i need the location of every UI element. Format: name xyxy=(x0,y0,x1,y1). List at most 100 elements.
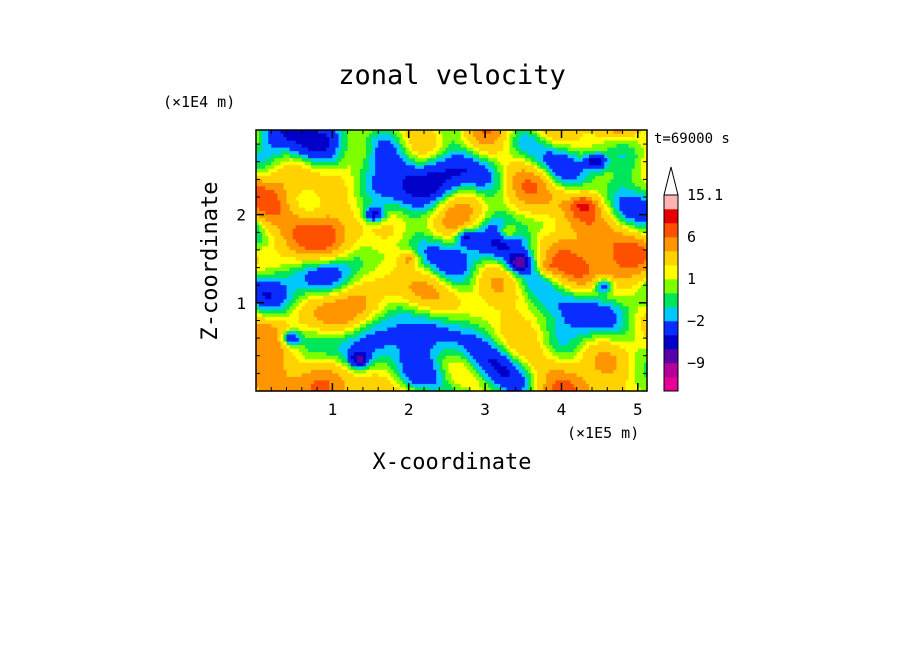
field-cell xyxy=(402,242,407,247)
field-cell xyxy=(292,246,297,251)
field-cell xyxy=(579,197,584,202)
field-cell xyxy=(494,218,498,223)
field-cell xyxy=(384,179,388,184)
field-cell xyxy=(546,175,550,180)
field-cell xyxy=(475,147,480,152)
field-cell xyxy=(350,264,355,269)
field-cell xyxy=(381,186,385,191)
field-cell xyxy=(482,228,486,233)
field-cell xyxy=(607,207,611,212)
field-cell xyxy=(353,189,358,195)
field-cell xyxy=(488,228,492,233)
field-cell xyxy=(259,193,263,198)
field-cell xyxy=(405,158,410,163)
field-cell xyxy=(613,133,618,138)
field-cell xyxy=(451,168,456,173)
field-cell xyxy=(344,207,349,212)
field-cell xyxy=(546,161,550,166)
field-cell xyxy=(540,189,544,195)
field-cell xyxy=(546,204,550,209)
field-cell xyxy=(576,239,581,244)
field-cell xyxy=(494,253,498,258)
field-cell xyxy=(414,193,419,198)
field-cell xyxy=(320,179,324,184)
field-cell xyxy=(518,264,523,269)
field-cell xyxy=(381,228,385,233)
field-cell xyxy=(607,189,611,195)
field-cell xyxy=(439,175,443,180)
field-cell xyxy=(533,260,538,265)
field-cell xyxy=(323,193,327,198)
field-cell xyxy=(390,200,395,205)
field-cell xyxy=(274,242,278,247)
field-cell xyxy=(365,253,370,258)
field-cell xyxy=(619,154,624,159)
field-cell xyxy=(634,186,639,191)
field-cell xyxy=(543,264,547,269)
field-cell xyxy=(301,168,306,173)
field-cell xyxy=(262,218,266,223)
field-cell xyxy=(552,140,556,145)
field-cell xyxy=(515,137,520,142)
field-cell xyxy=(500,165,505,170)
field-cell xyxy=(625,218,630,223)
field-cell xyxy=(466,232,471,237)
field-cell xyxy=(381,218,385,223)
field-cell xyxy=(420,151,425,156)
field-cell xyxy=(402,151,407,156)
field-cell xyxy=(640,214,645,219)
field-cell xyxy=(537,232,541,237)
field-cell xyxy=(482,193,486,198)
field-cell xyxy=(579,193,584,198)
field-cell xyxy=(369,189,373,195)
field-cell xyxy=(512,158,517,163)
field-cell xyxy=(613,182,618,188)
field-cell xyxy=(411,221,416,226)
field-cell xyxy=(598,249,602,255)
field-cell xyxy=(301,172,306,177)
field-cell xyxy=(585,182,590,188)
field-cell xyxy=(472,211,477,216)
field-cell xyxy=(466,182,471,188)
field-cell xyxy=(478,228,483,233)
field-cell xyxy=(335,200,340,205)
field-cell xyxy=(466,133,471,138)
field-cell xyxy=(353,200,358,205)
field-cell xyxy=(271,249,275,255)
field-cell xyxy=(488,161,492,166)
field-cell xyxy=(585,144,590,149)
field-cell xyxy=(274,137,278,142)
field-cell xyxy=(350,246,355,251)
field-cell xyxy=(515,253,520,258)
field-cell xyxy=(301,140,306,145)
field-cell xyxy=(463,133,468,138)
field-cell xyxy=(631,168,636,173)
field-cell xyxy=(341,197,346,202)
field-cell xyxy=(533,147,538,152)
field-cell xyxy=(365,235,370,240)
field-cell xyxy=(628,246,633,251)
field-cell xyxy=(298,151,303,156)
field-cell xyxy=(347,242,352,247)
field-cell xyxy=(396,147,401,152)
field-cell xyxy=(347,232,352,237)
field-cell xyxy=(595,204,599,209)
field-cell xyxy=(307,249,312,255)
field-cell xyxy=(430,256,434,262)
field-cell xyxy=(628,228,633,233)
field-cell xyxy=(512,218,517,223)
field-cell xyxy=(509,260,514,265)
field-cell xyxy=(314,175,318,180)
field-cell xyxy=(598,189,602,195)
field-cell xyxy=(530,246,535,251)
field-cell xyxy=(607,140,611,145)
field-cell xyxy=(332,242,337,247)
field-cell xyxy=(460,186,465,191)
field-cell xyxy=(485,249,489,255)
field-cell xyxy=(613,151,618,156)
field-cell xyxy=(396,260,401,265)
field-cell xyxy=(317,264,321,269)
field-cell xyxy=(561,147,566,152)
field-cell xyxy=(454,151,459,156)
field-cell xyxy=(482,130,486,135)
